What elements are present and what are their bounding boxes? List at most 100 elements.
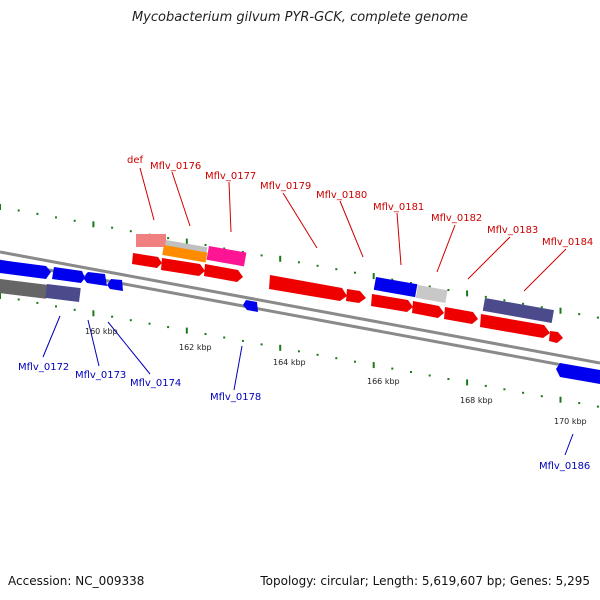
gene-arrow[interactable]: [444, 307, 478, 324]
gene-arrow[interactable]: [243, 300, 258, 312]
gene-label-mflv-0176[interactable]: Mflv_0176: [150, 161, 201, 172]
guide-dot: [410, 282, 412, 284]
gene-label-mflv-0173[interactable]: Mflv_0173: [75, 370, 126, 381]
guide-dot: [484, 384, 487, 387]
leader-line: [282, 192, 318, 249]
leader-line: [467, 236, 511, 280]
guide-tick: [466, 290, 469, 297]
guide-tick: [185, 238, 188, 245]
gene-arrow[interactable]: [412, 301, 444, 318]
guide-dot: [260, 254, 263, 257]
gene-arrow[interactable]: [269, 275, 347, 301]
feature-block[interactable]: [136, 234, 166, 247]
tick-label: 164 kbp: [273, 358, 306, 367]
leader-line: [42, 315, 61, 358]
guide-dot: [578, 402, 581, 405]
guide-tick: [559, 396, 562, 403]
guide-dot: [447, 289, 450, 291]
guide-dot: [354, 360, 356, 363]
gene-label-mflv-0177[interactable]: Mflv_0177: [205, 171, 256, 182]
guide-dot: [503, 299, 506, 302]
feature-block[interactable]: [45, 284, 81, 303]
forward-features: [132, 234, 563, 343]
guide-dot: [540, 306, 543, 309]
gene-arrow[interactable]: [204, 264, 243, 282]
guide-dot: [17, 209, 20, 212]
guide-dot: [55, 216, 57, 219]
guide-tick: [0, 293, 1, 299]
gene-label-mflv-0181[interactable]: Mflv_0181: [373, 202, 424, 213]
guide-dot: [391, 278, 394, 281]
gene-label-mflv-0174[interactable]: Mflv_0174: [130, 378, 181, 389]
guide-tick: [185, 327, 188, 334]
leader-line: [564, 433, 574, 456]
feature-block[interactable]: [482, 298, 554, 323]
guide-dot: [503, 388, 506, 391]
guide-dot: [410, 371, 412, 373]
guide-dot: [223, 336, 226, 339]
reverse-gene-labels: Mflv_0172 Mflv_0173 Mflv_0174 Mflv_0178 …: [18, 362, 590, 472]
gene-arrow[interactable]: [480, 314, 550, 338]
leader-line: [523, 248, 567, 292]
guide-dot: [428, 374, 431, 377]
accession-text: Accession: NC_009338: [8, 574, 145, 588]
page-title: Mycobacterium gilvum PYR-GCK, complete g…: [131, 10, 469, 25]
guide-dots: [0, 204, 599, 408]
leader-line: [139, 167, 155, 221]
gene-label-mflv-0183[interactable]: Mflv_0183: [487, 225, 538, 236]
feature-block[interactable]: [0, 279, 48, 299]
gene-label-mflv-0186[interactable]: Mflv_0186: [539, 461, 590, 472]
feature-block[interactable]: [206, 246, 247, 267]
guide-tick: [559, 307, 562, 314]
leader-line: [396, 212, 402, 266]
tick-label: 168 kbp: [460, 396, 493, 405]
guide-dot: [335, 268, 338, 271]
gene-arrow[interactable]: [556, 363, 600, 384]
guide-dot: [111, 226, 114, 229]
gene-label-mflv-0182[interactable]: Mflv_0182: [431, 213, 482, 224]
leader-line: [107, 321, 151, 375]
feature-block[interactable]: [162, 244, 208, 263]
guide-dot: [241, 339, 244, 342]
guide-dot: [596, 316, 599, 319]
feature-block[interactable]: [415, 284, 448, 304]
feature-block[interactable]: [373, 277, 418, 298]
tick-labels: 160 kbp 162 kbp 164 kbp 166 kbp 168 kbp …: [85, 327, 587, 426]
guide-dot: [335, 357, 338, 360]
gene-label-mflv-0172[interactable]: Mflv_0172: [18, 362, 69, 373]
gene-arrow[interactable]: [371, 294, 413, 312]
gene-arrow[interactable]: [52, 267, 85, 283]
gene-arrow[interactable]: [346, 289, 366, 303]
guide-dot: [167, 237, 170, 240]
gene-label-mflv-0180[interactable]: Mflv_0180: [316, 190, 367, 201]
guide-dot: [36, 212, 39, 215]
gene-arrow[interactable]: [84, 272, 107, 286]
gene-arrow[interactable]: [0, 260, 51, 279]
guide-dot: [428, 285, 431, 288]
gene-arrow[interactable]: [161, 258, 205, 276]
guide-dot: [484, 295, 487, 298]
guide-dot: [223, 247, 226, 250]
gene-arrow[interactable]: [107, 279, 123, 291]
tick-label: 162 kbp: [179, 343, 212, 352]
guide-dot: [17, 298, 20, 301]
gene-label-mflv-0178[interactable]: Mflv_0178: [210, 392, 261, 403]
gene-arrow[interactable]: [549, 331, 563, 343]
guide-tick: [92, 221, 95, 228]
guide-dot: [129, 230, 132, 233]
gene-label-mflv-0179[interactable]: Mflv_0179: [260, 181, 311, 192]
guide-dot: [447, 378, 450, 380]
guide-dot: [354, 271, 356, 274]
guide-tick: [279, 344, 282, 351]
guide-tick: [92, 310, 95, 317]
gene-label-def[interactable]: def: [127, 155, 144, 166]
tick-label: 160 kbp: [85, 327, 118, 336]
guide-dot: [297, 350, 300, 353]
guide-dot: [316, 353, 319, 356]
leader-line: [339, 200, 364, 258]
gene-label-mflv-0184[interactable]: Mflv_0184: [542, 237, 593, 248]
guide-tick: [466, 379, 469, 386]
gene-arrow[interactable]: [132, 253, 162, 268]
guide-dot: [540, 395, 543, 398]
